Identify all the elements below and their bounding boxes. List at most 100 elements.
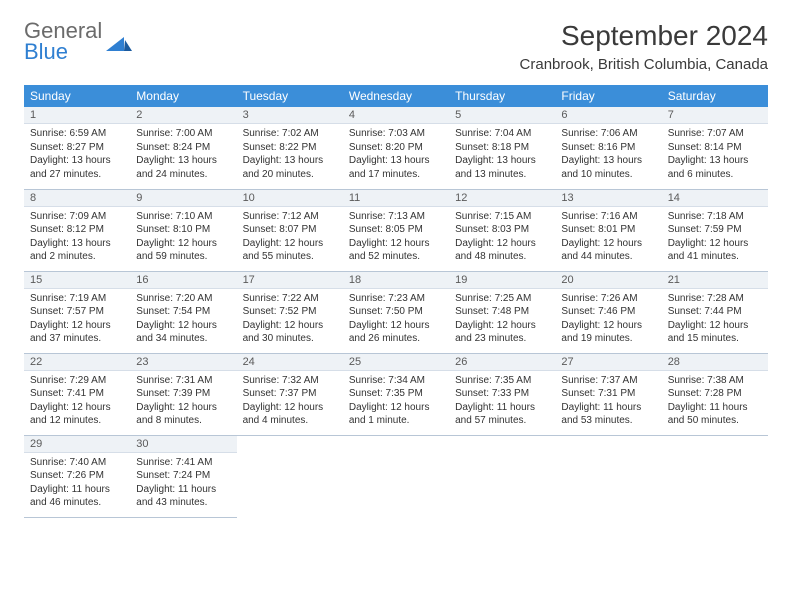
sunset-line: Sunset: 7:57 PM [30, 305, 124, 319]
day-cell: 28 Sunrise: 7:38 AMSunset: 7:28 PMDayligh… [662, 353, 768, 435]
day-cell: 6Sunrise: 7:06 AMSunset: 8:16 PMDaylight… [555, 107, 661, 189]
daylight-line: Daylight: 12 hours and 41 minutes. [668, 237, 762, 264]
day-details: Sunrise: 7:23 AMSunset: 7:50 PMDaylight:… [343, 289, 449, 351]
sunset-line: Sunset: 8:12 PM [30, 223, 124, 237]
day-details: Sunrise: 7:10 AMSunset: 8:10 PMDaylight:… [130, 207, 236, 269]
day-details: Sunrise: 7:31 AMSunset: 7:39 PMDaylight:… [130, 371, 236, 433]
sunset-line: Sunset: 7:28 PM [668, 387, 762, 401]
sunrise-line: Sunrise: 6:59 AM [30, 127, 124, 141]
sunrise-line: Sunrise: 7:13 AM [349, 210, 443, 224]
day-details: Sunrise: 7:07 AMSunset: 8:14 PMDaylight:… [662, 124, 768, 186]
day-cell: 8Sunrise: 7:09 AMSunset: 8:12 PMDaylight… [24, 189, 130, 271]
day-cell: 14Sunrise: 7:18 AMSunset: 7:59 PMDayligh… [662, 189, 768, 271]
sunset-line: Sunset: 8:18 PM [455, 141, 549, 155]
day-number: 29 [24, 436, 130, 453]
day-cell: 27Sunrise: 7:37 AMSunset: 7:31 PMDayligh… [555, 353, 661, 435]
sunrise-line: Sunrise: 7:40 AM [30, 456, 124, 470]
header: General Blue September 2024 Cranbrook, B… [24, 20, 768, 73]
sunset-line: Sunset: 8:22 PM [243, 141, 337, 155]
day-cell: 10Sunrise: 7:12 AMSunset: 8:07 PMDayligh… [237, 189, 343, 271]
daylight-line: Daylight: 11 hours and 57 minutes. [455, 401, 549, 428]
day-details: Sunrise: 7:15 AMSunset: 8:03 PMDaylight:… [449, 207, 555, 269]
daylight-line: Daylight: 13 hours and 2 minutes. [30, 237, 124, 264]
day-number: 20 [555, 272, 661, 289]
daylight-line: Daylight: 12 hours and 48 minutes. [455, 237, 549, 264]
sunrise-line: Sunrise: 7:31 AM [136, 374, 230, 388]
dayhead-wednesday: Wednesday [343, 85, 449, 107]
sunset-line: Sunset: 8:16 PM [561, 141, 655, 155]
location: Cranbrook, British Columbia, Canada [520, 56, 768, 73]
dayhead-tuesday: Tuesday [237, 85, 343, 107]
week-row: 8Sunrise: 7:09 AMSunset: 8:12 PMDaylight… [24, 189, 768, 271]
sunset-line: Sunset: 7:46 PM [561, 305, 655, 319]
sunset-line: Sunset: 7:37 PM [243, 387, 337, 401]
sunrise-line: Sunrise: 7:22 AM [243, 292, 337, 306]
day-details: Sunrise: 7:26 AMSunset: 7:46 PMDaylight:… [555, 289, 661, 351]
daylight-line: Daylight: 13 hours and 6 minutes. [668, 154, 762, 181]
sunrise-line: Sunrise: 7:41 AM [136, 456, 230, 470]
sunrise-line: Sunrise: 7:26 AM [561, 292, 655, 306]
day-cell: 3Sunrise: 7:02 AMSunset: 8:22 PMDaylight… [237, 107, 343, 189]
day-cell: 24Sunrise: 7:32 AMSunset: 7:37 PMDayligh… [237, 353, 343, 435]
sunset-line: Sunset: 7:59 PM [668, 223, 762, 237]
day-number: 28 [662, 354, 768, 371]
sunrise-line: Sunrise: 7:38 AM [668, 374, 762, 388]
daylight-line: Daylight: 12 hours and 19 minutes. [561, 319, 655, 346]
calendar-table: Sunday Monday Tuesday Wednesday Thursday… [24, 85, 768, 518]
day-cell: 30Sunrise: 7:41 AMSunset: 7:24 PMDayligh… [130, 435, 236, 517]
sunset-line: Sunset: 7:50 PM [349, 305, 443, 319]
day-number: 18 [343, 272, 449, 289]
day-number: 7 [662, 107, 768, 124]
day-cell: 20Sunrise: 7:26 AMSunset: 7:46 PMDayligh… [555, 271, 661, 353]
day-header-row: Sunday Monday Tuesday Wednesday Thursday… [24, 85, 768, 107]
sunset-line: Sunset: 7:35 PM [349, 387, 443, 401]
daylight-line: Daylight: 12 hours and 44 minutes. [561, 237, 655, 264]
daylight-line: Daylight: 12 hours and 26 minutes. [349, 319, 443, 346]
day-number: 11 [343, 190, 449, 207]
sunrise-line: Sunrise: 7:23 AM [349, 292, 443, 306]
day-details: Sunrise: 7:20 AMSunset: 7:54 PMDaylight:… [130, 289, 236, 351]
daylight-line: Daylight: 13 hours and 17 minutes. [349, 154, 443, 181]
daylight-line: Daylight: 13 hours and 24 minutes. [136, 154, 230, 181]
sunset-line: Sunset: 7:41 PM [30, 387, 124, 401]
sunrise-line: Sunrise: 7:20 AM [136, 292, 230, 306]
daylight-line: Daylight: 12 hours and 4 minutes. [243, 401, 337, 428]
day-details: Sunrise: 7:40 AMSunset: 7:26 PMDaylight:… [24, 453, 130, 515]
day-number: 15 [24, 272, 130, 289]
sunrise-line: Sunrise: 7:18 AM [668, 210, 762, 224]
day-cell: 29Sunrise: 7:40 AMSunset: 7:26 PMDayligh… [24, 435, 130, 517]
dayhead-saturday: Saturday [662, 85, 768, 107]
day-number: 9 [130, 190, 236, 207]
day-number: 25 [343, 354, 449, 371]
sunset-line: Sunset: 8:05 PM [349, 223, 443, 237]
sunrise-line: Sunrise: 7:00 AM [136, 127, 230, 141]
day-details: Sunrise: 7:00 AMSunset: 8:24 PMDaylight:… [130, 124, 236, 186]
day-cell [662, 435, 768, 517]
day-details: Sunrise: 7:16 AMSunset: 8:01 PMDaylight:… [555, 207, 661, 269]
sunset-line: Sunset: 7:33 PM [455, 387, 549, 401]
sunrise-line: Sunrise: 7:12 AM [243, 210, 337, 224]
day-number: 27 [555, 354, 661, 371]
sunset-line: Sunset: 7:24 PM [136, 469, 230, 483]
daylight-line: Daylight: 12 hours and 12 minutes. [30, 401, 124, 428]
day-details: Sunrise: 7:29 AMSunset: 7:41 PMDaylight:… [24, 371, 130, 433]
sunset-line: Sunset: 8:24 PM [136, 141, 230, 155]
day-cell: 26Sunrise: 7:35 AMSunset: 7:33 PMDayligh… [449, 353, 555, 435]
day-number: 14 [662, 190, 768, 207]
daylight-line: Daylight: 11 hours and 53 minutes. [561, 401, 655, 428]
day-cell: 15Sunrise: 7:19 AMSunset: 7:57 PMDayligh… [24, 271, 130, 353]
day-cell: 17Sunrise: 7:22 AMSunset: 7:52 PMDayligh… [237, 271, 343, 353]
sunset-line: Sunset: 7:52 PM [243, 305, 337, 319]
sunset-line: Sunset: 8:07 PM [243, 223, 337, 237]
daylight-line: Daylight: 11 hours and 50 minutes. [668, 401, 762, 428]
day-details: Sunrise: 7:35 AMSunset: 7:33 PMDaylight:… [449, 371, 555, 433]
week-row: 1Sunrise: 6:59 AMSunset: 8:27 PMDaylight… [24, 107, 768, 189]
day-number: 1 [24, 107, 130, 124]
sunset-line: Sunset: 8:14 PM [668, 141, 762, 155]
sunset-line: Sunset: 7:44 PM [668, 305, 762, 319]
dayhead-friday: Friday [555, 85, 661, 107]
sunrise-line: Sunrise: 7:02 AM [243, 127, 337, 141]
day-details: Sunrise: 7:18 AMSunset: 7:59 PMDaylight:… [662, 207, 768, 269]
daylight-line: Daylight: 12 hours and 59 minutes. [136, 237, 230, 264]
day-number: 12 [449, 190, 555, 207]
